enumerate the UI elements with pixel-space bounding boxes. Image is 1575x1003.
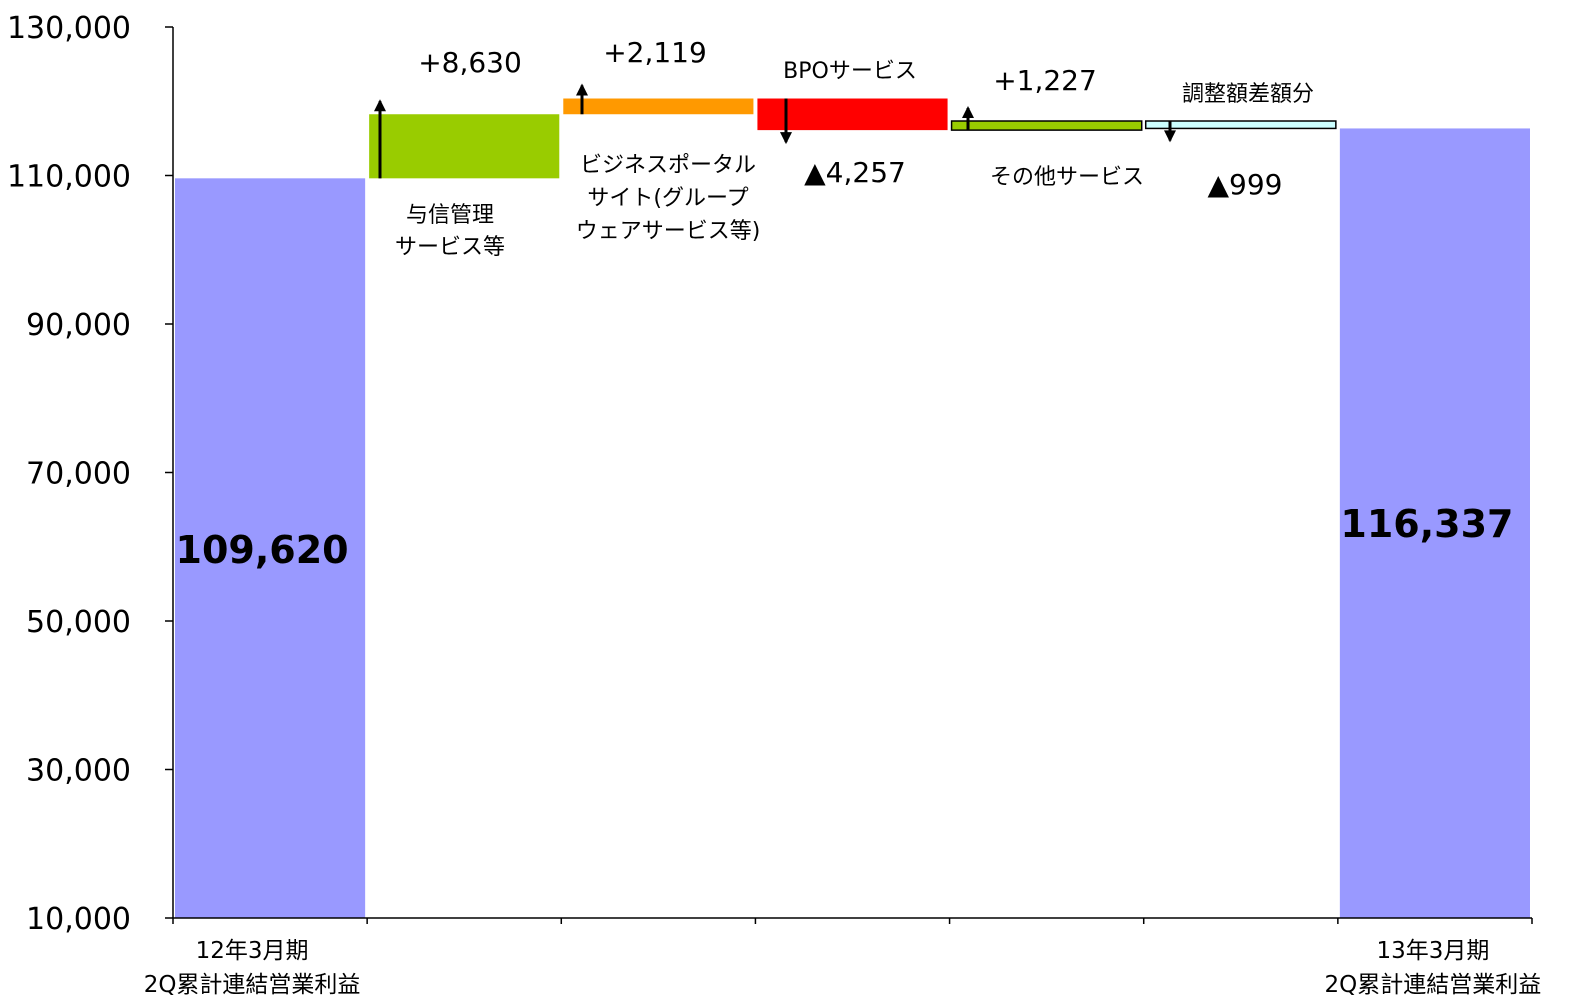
increase-arrow (576, 83, 588, 115)
delta-name-label: BPOサービス (783, 59, 917, 84)
increase-arrow (962, 106, 974, 131)
delta-name-label: サイト(グループ (587, 186, 748, 211)
decrease-arrow (780, 98, 792, 145)
increase-arrow (374, 99, 386, 179)
delta-bar (1144, 120, 1337, 130)
total-value-label: 116,337 (1340, 502, 1513, 546)
increase-arrow-head (576, 83, 588, 96)
delta-value-label: +2,119 (603, 36, 707, 69)
increase-arrow-head (374, 99, 386, 112)
y-tick-label: 90,000 (26, 308, 131, 343)
decrease-arrow-head (1164, 130, 1176, 143)
y-tick-label: 110,000 (7, 160, 131, 195)
delta-name-label: 与信管理 (406, 203, 494, 228)
delta-bar (563, 98, 754, 115)
decrease-arrow-head (780, 132, 792, 145)
delta-name-label: ウェアサービス等) (576, 219, 761, 244)
delta-name-label: サービス等 (395, 235, 505, 260)
category-label: 2Q累計連結営業利益 (144, 972, 361, 998)
delta-name-label: その他サービス (990, 165, 1144, 190)
category-label: 13年3月期 (1376, 938, 1489, 964)
delta-value-label: ▲999 (1208, 168, 1283, 201)
category-label: 2Q累計連結営業利益 (1325, 972, 1542, 998)
delta-bar (950, 120, 1143, 131)
y-tick-label: 50,000 (26, 605, 131, 640)
delta-name-label: 調整額差額分 (1182, 82, 1314, 107)
delta-name-label: ビジネスポータル (580, 153, 756, 178)
decrease-arrow (1164, 121, 1176, 143)
y-tick-label: 30,000 (26, 754, 131, 789)
delta-value-label: +8,630 (418, 46, 522, 79)
y-tick-label: 70,000 (26, 457, 131, 492)
increase-arrow-head (962, 106, 974, 119)
y-tick-label: 10,000 (26, 902, 131, 937)
delta-bar (757, 98, 948, 131)
total-bar (175, 178, 366, 918)
total-bar (1339, 128, 1530, 919)
delta-value-label: ▲4,257 (804, 156, 906, 189)
category-label: 12年3月期 (196, 938, 309, 964)
delta-value-label: +1,227 (993, 64, 1097, 97)
y-tick-label: 130,000 (7, 11, 131, 46)
total-value-label: 109,620 (176, 528, 349, 572)
delta-bar (369, 114, 560, 179)
